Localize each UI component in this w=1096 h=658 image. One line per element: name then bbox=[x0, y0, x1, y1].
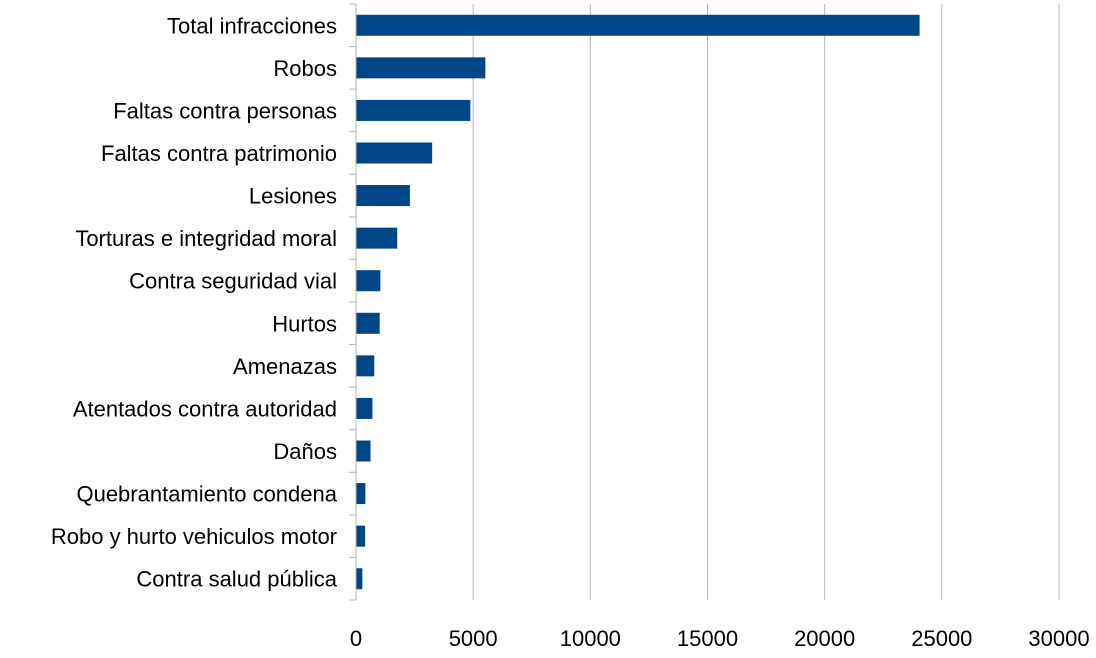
x-tick-label: 20000 bbox=[794, 626, 855, 651]
bar bbox=[356, 568, 363, 590]
bar bbox=[356, 397, 373, 419]
x-tick-label: 25000 bbox=[911, 626, 972, 651]
x-tick-label: 10000 bbox=[560, 626, 621, 651]
category-label: Contra seguridad vial bbox=[129, 269, 337, 294]
axes bbox=[349, 3, 357, 601]
category-label: Atentados contra autoridad bbox=[73, 396, 337, 421]
bar bbox=[356, 483, 366, 505]
bar bbox=[356, 99, 471, 121]
category-label: Total infracciones bbox=[167, 13, 337, 38]
category-label: Faltas contra personas bbox=[113, 98, 337, 123]
category-label: Robo y hurto vehiculos motor bbox=[51, 524, 337, 549]
category-labels: Total infracciones Robos Faltas contra per… bbox=[51, 13, 338, 591]
x-tick-labels: 0 5000 10000 15000 20000 25000 30000 bbox=[350, 626, 1090, 651]
bar bbox=[356, 142, 433, 164]
x-tick-label: 15000 bbox=[677, 626, 738, 651]
category-label: Torturas e integridad moral bbox=[75, 226, 337, 251]
category-label: Hurtos bbox=[272, 311, 337, 336]
bar bbox=[356, 14, 920, 36]
category-label: Quebrantamiento condena bbox=[76, 482, 337, 507]
bar bbox=[356, 270, 381, 292]
gridlines bbox=[472, 4, 1060, 600]
category-label: Contra salud pública bbox=[136, 567, 337, 592]
bar bbox=[356, 227, 398, 249]
x-tick-label: 5000 bbox=[449, 626, 498, 651]
category-label: Lesiones bbox=[249, 184, 337, 209]
bar bbox=[356, 312, 380, 334]
category-label: Daños bbox=[273, 439, 337, 464]
x-tick-label: 0 bbox=[350, 626, 362, 651]
bars bbox=[356, 14, 920, 590]
bar bbox=[356, 185, 410, 207]
bar bbox=[356, 525, 366, 547]
category-label: Faltas contra patrimonio bbox=[101, 141, 337, 166]
category-label: Robos bbox=[273, 56, 337, 81]
bar bbox=[356, 440, 371, 462]
category-label: Amenazas bbox=[233, 354, 337, 379]
bar bbox=[356, 57, 486, 79]
bar bbox=[356, 355, 375, 377]
x-tick-label: 30000 bbox=[1028, 626, 1089, 651]
